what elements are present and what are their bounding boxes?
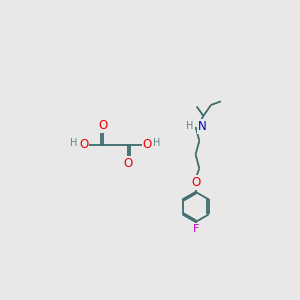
Text: O: O [191,176,200,189]
Text: O: O [98,119,107,132]
Text: N: N [198,120,207,134]
Text: O: O [142,138,152,151]
Text: O: O [79,138,88,151]
Text: H: H [186,121,194,131]
Text: H: H [70,138,77,148]
Text: O: O [124,157,133,170]
Text: F: F [192,224,199,234]
Text: H: H [153,138,161,148]
